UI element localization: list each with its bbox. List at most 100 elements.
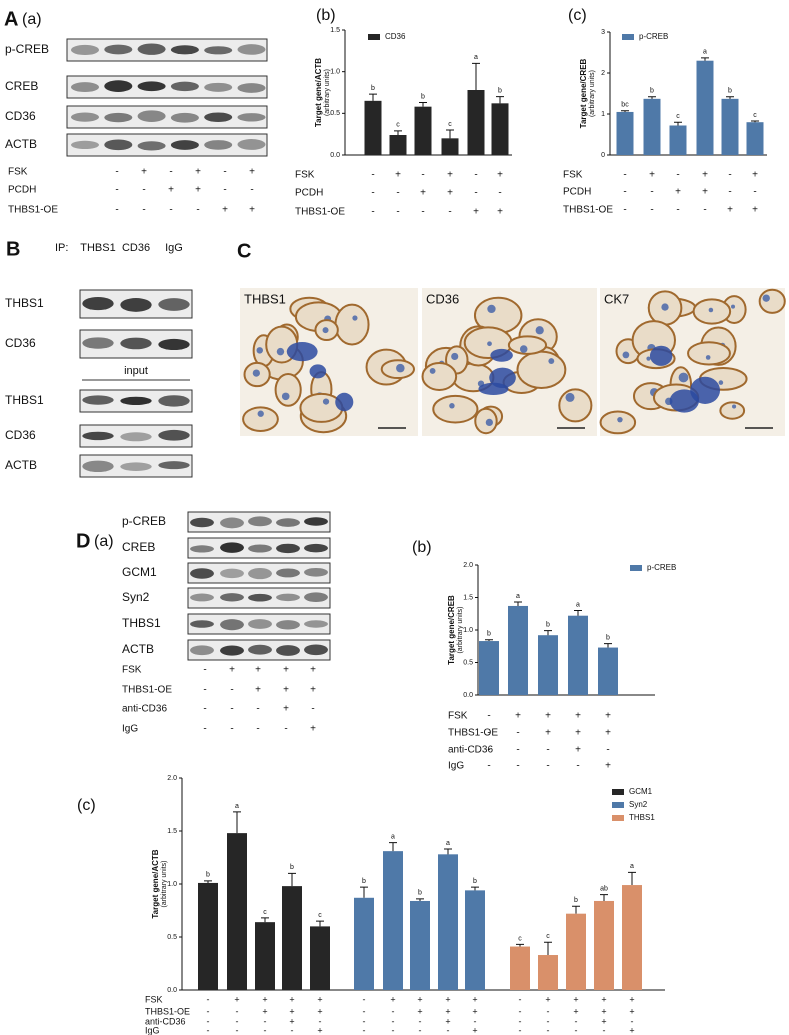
error-bar: [261, 917, 269, 923]
bar: [721, 98, 739, 155]
condition-sign: +: [497, 207, 503, 218]
image-label: THBS1: [244, 291, 286, 306]
condition-label: FSK: [448, 711, 468, 722]
nucleus: [565, 392, 575, 402]
condition-sign: -: [575, 1025, 578, 1035]
stain-blob: [335, 392, 354, 412]
condition-label: FSK: [563, 170, 583, 181]
panel-letter: B: [6, 238, 20, 260]
y-axis-sublabel: (arbitrary units): [324, 69, 331, 116]
condition-sign: +: [649, 170, 655, 181]
blot-band: [190, 517, 214, 528]
error-bar: [572, 905, 580, 914]
condition-label: anti-CD36: [448, 745, 493, 756]
nucleus: [548, 358, 555, 365]
condition-sign: +: [310, 685, 316, 696]
y-tick-label: 0.0: [330, 152, 340, 159]
error-bar: [419, 102, 427, 107]
blot-label: GCM1: [122, 565, 157, 579]
condition-sign: -: [474, 170, 477, 181]
blot-band: [190, 645, 214, 656]
condition-sign: +: [222, 205, 228, 216]
panel-sub: (c): [77, 797, 96, 814]
nucleus: [762, 294, 770, 302]
stain-blob: [669, 389, 699, 413]
legend-label: Syn2: [629, 800, 648, 809]
nucleus: [322, 327, 329, 334]
blot-band: [71, 44, 99, 56]
panel-sub: (b): [412, 539, 432, 556]
bar: [491, 103, 509, 155]
annotation: ab: [600, 885, 608, 892]
bar: [310, 926, 330, 990]
stain-blob: [490, 348, 513, 362]
blot-band: [248, 544, 272, 553]
stain-blob: [309, 364, 327, 379]
bar: [465, 890, 485, 990]
villus: [758, 288, 786, 314]
condition-sign: -: [419, 1016, 422, 1026]
condition-sign: -: [236, 1025, 239, 1035]
blot-strip: [187, 613, 331, 635]
bar: [441, 138, 459, 155]
condition-sign: +: [515, 711, 521, 722]
condition-sign: +: [317, 1006, 322, 1016]
condition-sign: -: [474, 1016, 477, 1026]
error-bar: [485, 639, 493, 642]
nucleus: [281, 392, 290, 401]
nucleus: [617, 416, 623, 423]
annotation: b: [606, 634, 610, 641]
blot-band: [190, 593, 214, 602]
condition-sign: +: [420, 188, 426, 199]
nucleus: [535, 326, 544, 335]
annotation: b: [650, 88, 654, 95]
blot-band: [220, 542, 244, 553]
y-tick-label: 1.5: [330, 27, 340, 34]
condition-sign: -: [207, 1025, 210, 1035]
villus: [432, 394, 479, 424]
bar: [669, 125, 687, 155]
condition-label: FSK: [295, 170, 315, 181]
condition-sign: +: [752, 205, 758, 216]
condition-sign: -: [421, 170, 424, 181]
condition-sign: -: [311, 704, 314, 715]
condition-label: THBS1-OE: [563, 205, 613, 216]
bar: [598, 647, 618, 695]
blot-band: [120, 396, 152, 406]
condition-label: anti-CD36: [122, 704, 167, 715]
condition-sign: -: [516, 761, 519, 772]
nucleus: [252, 369, 260, 377]
condition-sign: -: [250, 185, 253, 196]
blot-strip: [187, 562, 331, 584]
bar: [510, 946, 530, 990]
annotation: b: [487, 631, 491, 638]
condition-sign: +: [283, 665, 289, 676]
condition-sign: -: [230, 704, 233, 715]
blot-band: [248, 567, 272, 580]
annotation: a: [446, 840, 450, 847]
nucleus: [718, 380, 724, 385]
error-bar: [648, 96, 656, 99]
condition-sign: -: [676, 205, 679, 216]
condition-sign: +: [752, 170, 758, 181]
blot-band: [137, 141, 166, 151]
condition-label: FSK: [8, 167, 28, 178]
condition-sign: +: [601, 994, 606, 1004]
blot-strip: [79, 424, 193, 448]
blot-band: [304, 592, 328, 602]
condition-sign: -: [546, 745, 549, 756]
condition-sign: -: [703, 205, 706, 216]
condition-sign: +: [289, 994, 294, 1004]
condition-sign: +: [390, 994, 395, 1004]
condition-sign: +: [229, 665, 235, 676]
annotation: b: [362, 878, 366, 885]
blot-band: [304, 543, 328, 553]
condition-sign: +: [575, 745, 581, 756]
legend-label: CD36: [385, 32, 406, 41]
nucleus: [708, 307, 714, 313]
nucleus: [646, 356, 651, 361]
condition-sign: -: [498, 188, 501, 199]
stain-blob: [286, 341, 318, 362]
villus: [516, 350, 567, 390]
error-bar: [516, 943, 524, 947]
